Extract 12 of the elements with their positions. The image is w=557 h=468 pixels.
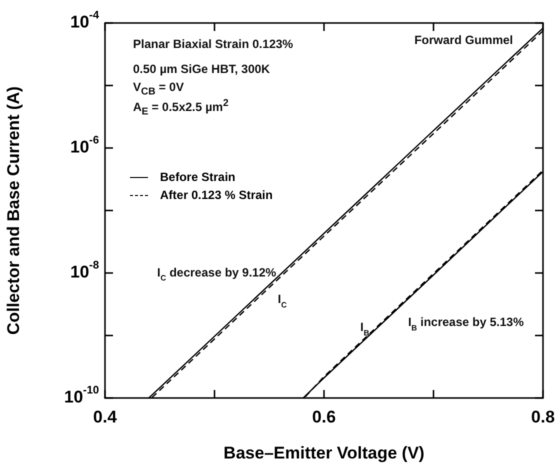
legend-label: Before Strain [160,170,236,184]
y-axis-title: Collector and Base Current (A) [4,86,23,335]
x-axis-title: Base–Emitter Voltage (V) [224,443,424,462]
x-tick-label: 0.8 [531,408,555,427]
x-tick-label: 0.6 [312,408,336,427]
annotation: Planar Biaxial Strain 0.123% [133,37,294,51]
legend-label: After 0.123 % Strain [160,188,273,202]
annotation: A$_{E}$ = 0.5x2.5 µm$^{2}$ [133,98,229,118]
x-tick-label: 0.4 [93,408,118,427]
annotation: Forward Gummel [414,33,513,47]
annotation: V$_{CB}$ = 0V [133,80,184,98]
annotation: 0.50 µm SiGe HBT, 300K [133,62,270,76]
